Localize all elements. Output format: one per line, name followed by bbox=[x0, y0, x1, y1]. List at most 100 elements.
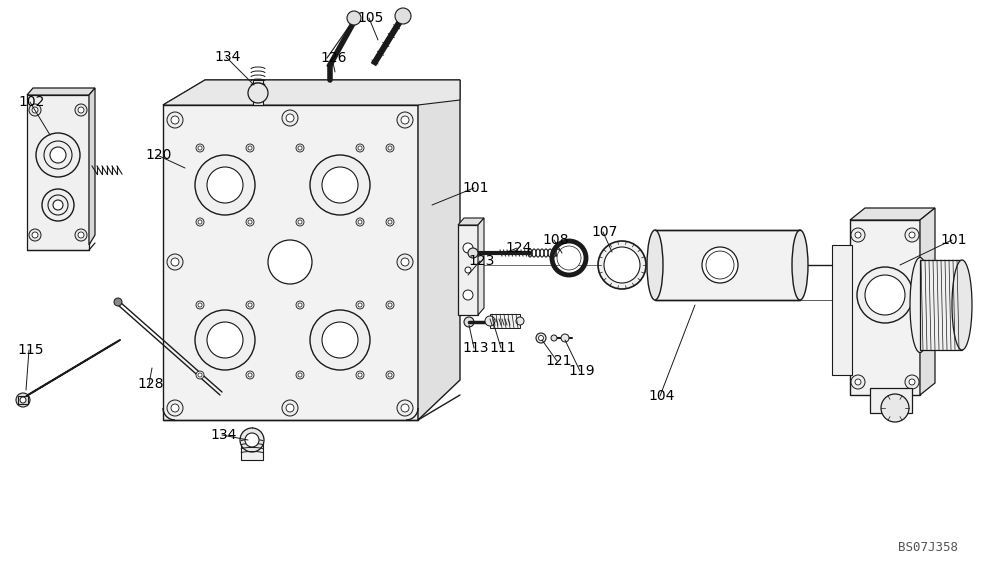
Circle shape bbox=[388, 220, 392, 224]
Circle shape bbox=[282, 400, 298, 416]
Text: 102: 102 bbox=[18, 95, 44, 109]
Circle shape bbox=[48, 195, 68, 215]
Circle shape bbox=[286, 404, 294, 412]
Circle shape bbox=[561, 334, 569, 342]
Circle shape bbox=[358, 303, 362, 307]
Text: 101: 101 bbox=[940, 233, 966, 247]
Bar bbox=[920, 260, 962, 350]
Text: 121: 121 bbox=[545, 354, 572, 368]
Circle shape bbox=[78, 232, 84, 238]
Text: 108: 108 bbox=[542, 233, 568, 247]
Circle shape bbox=[50, 147, 66, 163]
Text: 115: 115 bbox=[17, 343, 44, 357]
Polygon shape bbox=[27, 88, 95, 95]
Circle shape bbox=[171, 404, 179, 412]
Bar bbox=[490, 314, 520, 328]
Bar bbox=[241, 440, 263, 460]
Circle shape bbox=[310, 155, 370, 215]
Circle shape bbox=[195, 310, 255, 370]
Circle shape bbox=[855, 379, 861, 385]
Circle shape bbox=[248, 303, 252, 307]
Circle shape bbox=[909, 379, 915, 385]
Circle shape bbox=[75, 104, 87, 116]
Circle shape bbox=[388, 303, 392, 307]
Circle shape bbox=[207, 167, 243, 203]
Circle shape bbox=[358, 220, 362, 224]
Circle shape bbox=[198, 220, 202, 224]
Circle shape bbox=[114, 298, 122, 306]
Text: 126: 126 bbox=[320, 51, 347, 65]
Circle shape bbox=[851, 375, 865, 389]
Ellipse shape bbox=[952, 260, 972, 350]
Bar bbox=[870, 388, 912, 413]
Ellipse shape bbox=[910, 257, 930, 352]
Circle shape bbox=[29, 229, 41, 241]
Text: 119: 119 bbox=[568, 364, 595, 378]
Circle shape bbox=[298, 303, 302, 307]
Circle shape bbox=[167, 254, 183, 270]
Circle shape bbox=[401, 116, 409, 124]
Polygon shape bbox=[458, 218, 484, 225]
Circle shape bbox=[464, 317, 474, 327]
Circle shape bbox=[465, 267, 471, 273]
Polygon shape bbox=[163, 80, 460, 105]
Circle shape bbox=[296, 144, 304, 152]
Circle shape bbox=[356, 301, 364, 309]
Circle shape bbox=[401, 404, 409, 412]
Circle shape bbox=[246, 371, 254, 379]
Text: 113: 113 bbox=[462, 341, 488, 355]
Circle shape bbox=[248, 146, 252, 150]
Circle shape bbox=[248, 83, 268, 103]
Circle shape bbox=[198, 303, 202, 307]
Text: 101: 101 bbox=[462, 181, 488, 195]
Circle shape bbox=[196, 301, 204, 309]
Circle shape bbox=[905, 375, 919, 389]
Bar bbox=[850, 220, 920, 395]
Circle shape bbox=[397, 400, 413, 416]
Circle shape bbox=[557, 246, 581, 270]
Bar bbox=[655, 230, 800, 300]
Bar bbox=[458, 225, 478, 315]
Circle shape bbox=[16, 393, 30, 407]
Circle shape bbox=[32, 232, 38, 238]
Circle shape bbox=[171, 116, 179, 124]
Circle shape bbox=[356, 144, 364, 152]
Circle shape bbox=[171, 258, 179, 266]
Circle shape bbox=[857, 267, 913, 323]
Circle shape bbox=[538, 336, 544, 340]
Circle shape bbox=[397, 254, 413, 270]
Circle shape bbox=[468, 248, 478, 258]
Circle shape bbox=[36, 133, 80, 177]
Circle shape bbox=[248, 220, 252, 224]
Circle shape bbox=[401, 258, 409, 266]
Circle shape bbox=[195, 155, 255, 215]
Polygon shape bbox=[89, 88, 95, 245]
Circle shape bbox=[42, 189, 74, 221]
Circle shape bbox=[282, 110, 298, 126]
Circle shape bbox=[463, 290, 473, 300]
Circle shape bbox=[358, 146, 362, 150]
Circle shape bbox=[388, 146, 392, 150]
Ellipse shape bbox=[647, 230, 663, 300]
Circle shape bbox=[296, 301, 304, 309]
Circle shape bbox=[386, 218, 394, 226]
Text: 104: 104 bbox=[648, 389, 674, 403]
Text: 123: 123 bbox=[468, 254, 494, 268]
Circle shape bbox=[310, 310, 370, 370]
Circle shape bbox=[32, 107, 38, 113]
Circle shape bbox=[246, 144, 254, 152]
Polygon shape bbox=[850, 208, 935, 220]
Circle shape bbox=[298, 373, 302, 377]
Circle shape bbox=[207, 322, 243, 358]
Circle shape bbox=[463, 243, 473, 253]
Circle shape bbox=[196, 218, 204, 226]
Circle shape bbox=[75, 229, 87, 241]
Bar bbox=[163, 105, 418, 420]
Circle shape bbox=[397, 112, 413, 128]
Circle shape bbox=[851, 228, 865, 242]
Circle shape bbox=[865, 275, 905, 315]
Circle shape bbox=[706, 251, 734, 279]
Circle shape bbox=[29, 104, 41, 116]
Circle shape bbox=[881, 394, 909, 422]
Circle shape bbox=[167, 112, 183, 128]
